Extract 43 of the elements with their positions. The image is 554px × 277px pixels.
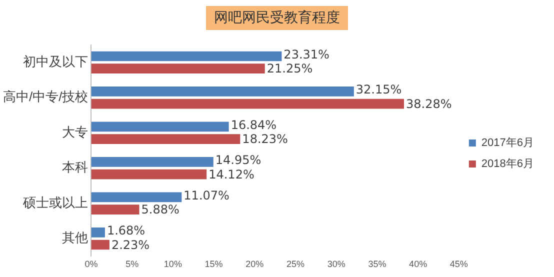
data-label: 11.07% bbox=[184, 188, 230, 202]
bar bbox=[91, 227, 105, 238]
x-tick-label: 5% bbox=[126, 259, 139, 270]
bar bbox=[91, 98, 404, 109]
y-tick-label: 高中/中专/技校 bbox=[2, 89, 88, 104]
bar bbox=[91, 122, 229, 132]
data-label: 14.12% bbox=[208, 167, 254, 182]
legend-label: 2017年6月 bbox=[481, 137, 534, 150]
legend-label: 2018年6月 bbox=[481, 158, 534, 170]
x-tick-label: 25% bbox=[286, 259, 305, 270]
data-label: 18.23% bbox=[242, 132, 288, 146]
bar bbox=[91, 192, 182, 202]
y-tick-label: 初中及以下 bbox=[23, 54, 88, 69]
bar bbox=[91, 204, 140, 214]
chart-title: 网吧网民受教育程度 bbox=[206, 6, 348, 30]
data-label: 32.15% bbox=[356, 82, 402, 97]
x-tick-label: 45% bbox=[450, 259, 468, 270]
data-label: 23.31% bbox=[284, 47, 330, 62]
y-tick-label: 其他 bbox=[62, 230, 88, 246]
bar bbox=[91, 157, 214, 167]
data-label: 16.84% bbox=[230, 118, 277, 132]
bar bbox=[91, 51, 282, 62]
x-tick-label: 0% bbox=[84, 259, 98, 270]
x-tick-label: 10% bbox=[164, 259, 182, 270]
bar bbox=[91, 240, 110, 250]
y-tick-label: 硕士或以上 bbox=[22, 194, 88, 210]
y-tick-label: 本科 bbox=[62, 160, 88, 175]
bar bbox=[91, 64, 265, 74]
x-tick-label: 40% bbox=[409, 259, 428, 270]
x-tick-label: 30% bbox=[327, 259, 346, 270]
bar bbox=[91, 169, 207, 180]
data-label: 14.95% bbox=[215, 153, 262, 168]
data-label: 38.28% bbox=[406, 96, 452, 111]
data-label: 21.25% bbox=[266, 62, 313, 76]
data-label: 5.88% bbox=[141, 202, 180, 217]
x-tick-label: 35% bbox=[368, 259, 386, 270]
y-tick-label: 大专 bbox=[62, 124, 88, 140]
bar bbox=[91, 86, 354, 96]
x-tick-label: 20% bbox=[246, 259, 264, 270]
data-label: 2.23% bbox=[111, 238, 150, 252]
x-tick-label: 15% bbox=[204, 259, 223, 270]
data-label: 1.68% bbox=[106, 224, 146, 238]
bar bbox=[91, 134, 240, 144]
